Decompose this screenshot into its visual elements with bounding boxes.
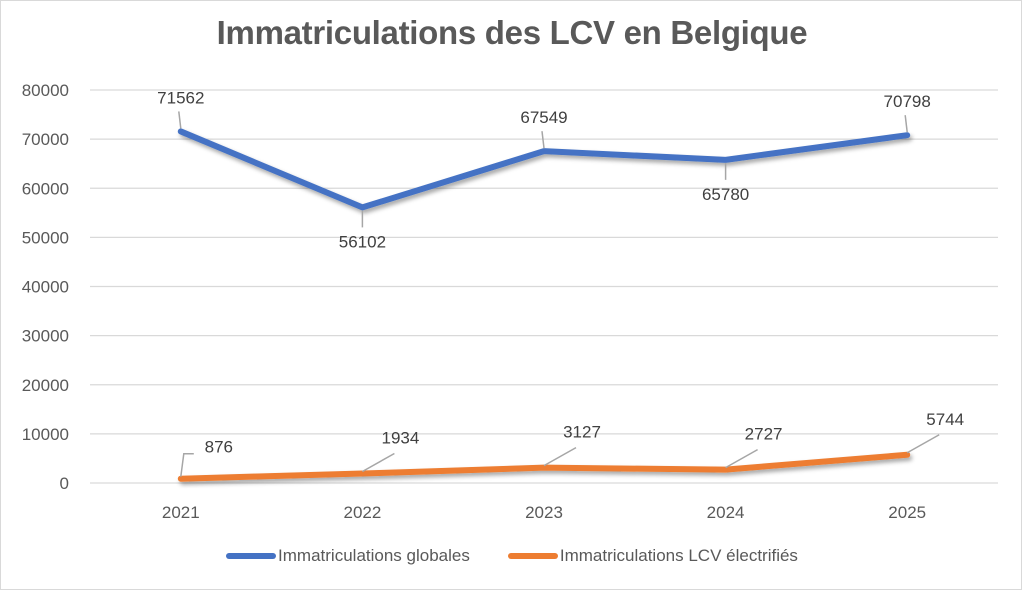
data-label: 5744 — [926, 410, 964, 429]
data-label: 1934 — [381, 428, 419, 447]
legend-label: Immatriculations LCV électrifiés — [559, 546, 798, 565]
y-tick-label: 40000 — [22, 278, 69, 297]
y-tick-label: 30000 — [22, 327, 69, 346]
data-label: 65780 — [702, 185, 749, 204]
legend-swatch-orange — [507, 553, 558, 559]
y-tick-label: 10000 — [22, 425, 69, 444]
y-tick-label: 80000 — [22, 81, 69, 100]
x-tick-label: 2025 — [888, 503, 926, 522]
data-label-leader — [541, 131, 545, 149]
data-label: 70798 — [884, 92, 931, 111]
series-line-electrifies — [177, 451, 911, 482]
data-label: 56102 — [339, 232, 386, 251]
data-label-leader — [725, 448, 758, 469]
y-tick-label: 50000 — [22, 228, 69, 247]
legend-label: Immatriculations globales — [278, 546, 470, 565]
data-label-leader — [906, 434, 940, 454]
legend-item-globales: Immatriculations globales — [226, 546, 470, 566]
x-tick-label: 2023 — [525, 503, 563, 522]
chart-title: Immatriculations des LCV en Belgique — [216, 14, 808, 51]
data-label: 3127 — [563, 423, 601, 442]
data-label: 67549 — [520, 108, 567, 127]
x-tick-label: 2024 — [707, 503, 745, 522]
data-label-leader — [904, 115, 908, 133]
legend-item-electrifies: Immatriculations LCV électrifiés — [507, 546, 798, 566]
data-label-leader — [543, 446, 577, 467]
data-label-leader — [180, 452, 194, 477]
x-tick-label: 2022 — [343, 503, 381, 522]
series-line-globales — [177, 128, 911, 211]
y-tick-label: 20000 — [22, 376, 69, 395]
y-tick-label: 0 — [60, 474, 69, 493]
chart-legend: Immatriculations globales Immatriculatio… — [0, 546, 1024, 566]
data-label-leader — [362, 452, 395, 473]
data-label: 2727 — [745, 425, 783, 444]
data-label: 71562 — [157, 88, 204, 107]
y-tick-label: 70000 — [22, 130, 69, 149]
x-tick-label: 2021 — [162, 503, 200, 522]
data-label-leader — [178, 111, 182, 129]
y-tick-label: 60000 — [22, 179, 69, 198]
legend-swatch-blue — [226, 553, 277, 559]
data-label: 876 — [205, 438, 233, 457]
